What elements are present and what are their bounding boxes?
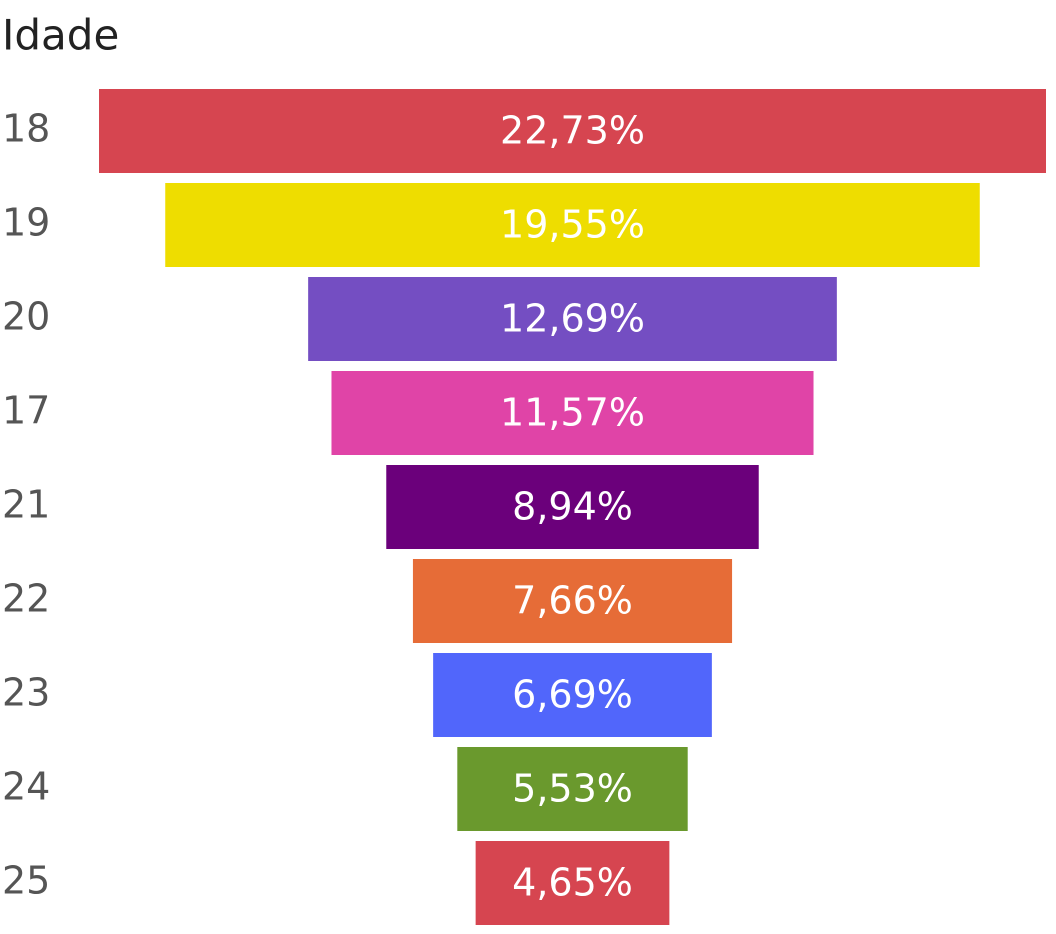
category-label: 19 <box>2 201 50 245</box>
funnel-bar <box>99 89 1046 173</box>
value-label: 5,53% <box>512 767 633 811</box>
funnel-bar <box>457 747 688 831</box>
funnel-bar <box>165 183 980 267</box>
funnel-bar <box>433 653 712 737</box>
chart-title: Idade <box>2 11 119 60</box>
category-label: 25 <box>2 859 50 903</box>
value-label: 19,55% <box>500 203 645 247</box>
funnel-bar <box>412 559 733 643</box>
value-label: 8,94% <box>512 485 633 529</box>
value-label: 6,69% <box>512 673 633 717</box>
category-label: 21 <box>2 483 50 527</box>
funnel-bar <box>331 371 814 455</box>
category-label: 24 <box>2 765 50 809</box>
funnel-bar <box>308 277 837 361</box>
category-label: 18 <box>2 107 50 151</box>
funnel-bar <box>475 841 670 925</box>
value-label: 4,65% <box>512 861 633 905</box>
value-label: 12,69% <box>500 297 645 341</box>
value-label: 22,73% <box>500 109 645 153</box>
category-label: 23 <box>2 671 50 715</box>
funnel-bar <box>386 465 759 549</box>
category-label: 17 <box>2 389 50 433</box>
category-label: 20 <box>2 295 50 339</box>
category-label: 22 <box>2 577 50 621</box>
value-label: 11,57% <box>500 391 645 435</box>
value-label: 7,66% <box>512 579 633 623</box>
